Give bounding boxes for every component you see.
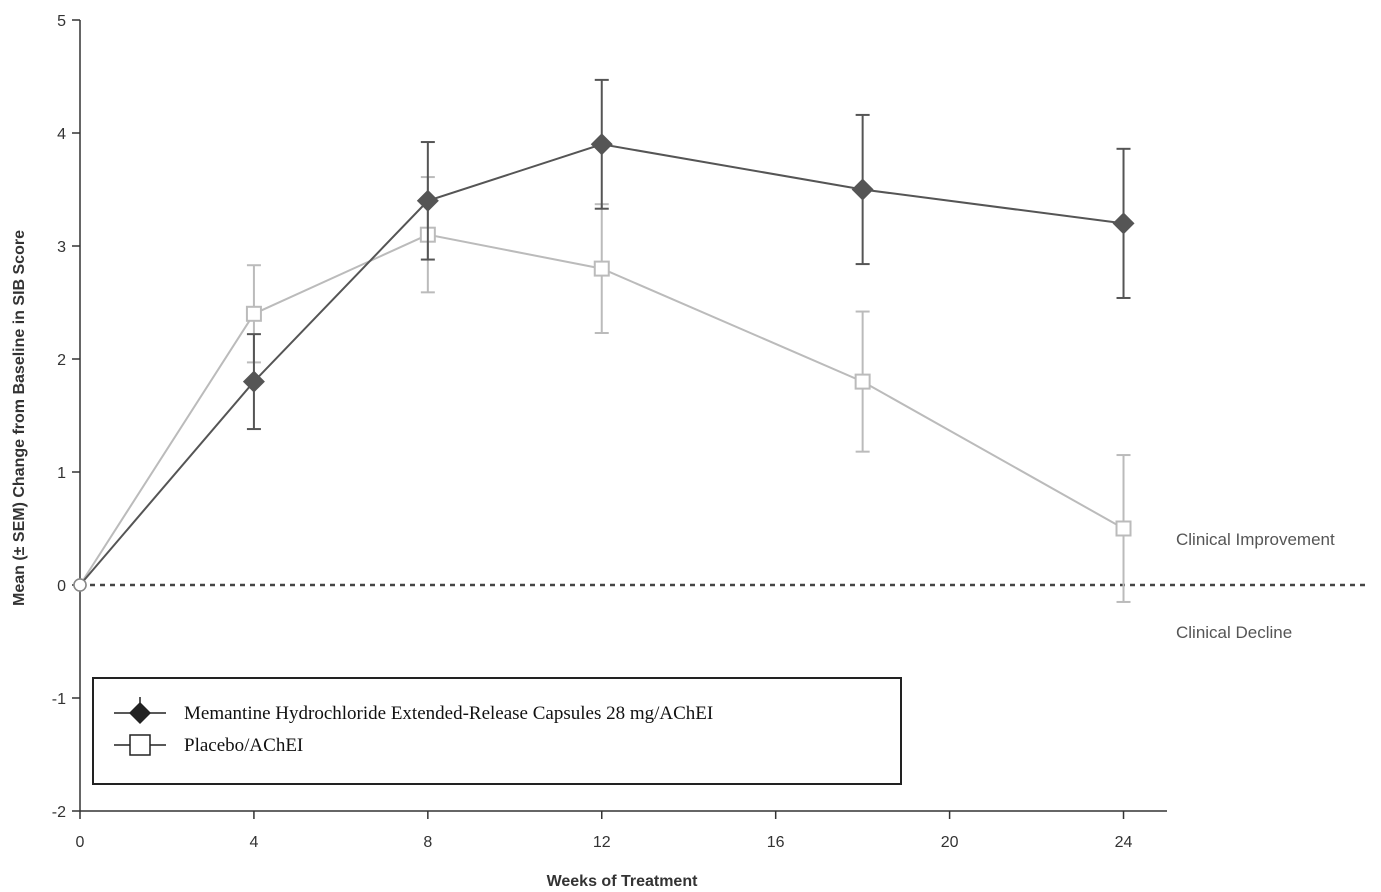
data-point — [593, 260, 610, 277]
legend-label-placebo: Placebo/AChEI — [184, 735, 303, 756]
legend-marker-placebo — [129, 734, 151, 756]
series-layer — [73, 78, 1135, 603]
legend-label-memantine: Memantine Hydrochloride Extended-Release… — [184, 703, 713, 724]
series-line — [79, 143, 1124, 586]
series-line — [79, 233, 1125, 586]
x-tick-label: 8 — [423, 834, 432, 851]
data-point — [242, 370, 265, 393]
y-tick-label: 3 — [57, 239, 66, 256]
data-point — [1112, 212, 1135, 235]
data-point — [245, 305, 262, 322]
y-tick-label: -1 — [52, 691, 66, 708]
y-tick-label: 4 — [57, 126, 66, 143]
x-tick-label: 16 — [767, 834, 785, 851]
x-tick-label: 0 — [76, 834, 85, 851]
annotation-clinical-improvement: Clinical Improvement — [1176, 530, 1335, 549]
data-point — [73, 578, 87, 592]
x-tick-label: 24 — [1115, 834, 1133, 851]
legend: Memantine Hydrochloride Extended-Release… — [92, 677, 902, 785]
y-axis-title: Mean (± SEM) Change from Baseline in SIB… — [11, 230, 28, 606]
y-tick-label: 2 — [57, 352, 66, 369]
x-tick-label: 20 — [941, 834, 959, 851]
x-axis-title: Weeks of Treatment — [547, 873, 699, 890]
legend-box — [92, 677, 902, 785]
series-placebo — [73, 176, 1132, 603]
y-tick-label: -2 — [52, 804, 66, 821]
x-tick-label: 12 — [593, 834, 611, 851]
data-point — [851, 178, 874, 201]
y-tick-label: 5 — [57, 13, 66, 30]
series-memantine — [73, 78, 1135, 592]
y-tick-label: 1 — [57, 465, 66, 482]
legend-marker-memantine — [129, 702, 151, 724]
data-point — [416, 189, 439, 212]
data-point — [1115, 520, 1132, 537]
data-point — [854, 373, 871, 390]
data-point — [590, 133, 613, 156]
y-tick-label: 0 — [57, 578, 66, 595]
x-tick-label: 4 — [249, 834, 258, 851]
annotation-clinical-decline: Clinical Decline — [1176, 623, 1292, 642]
